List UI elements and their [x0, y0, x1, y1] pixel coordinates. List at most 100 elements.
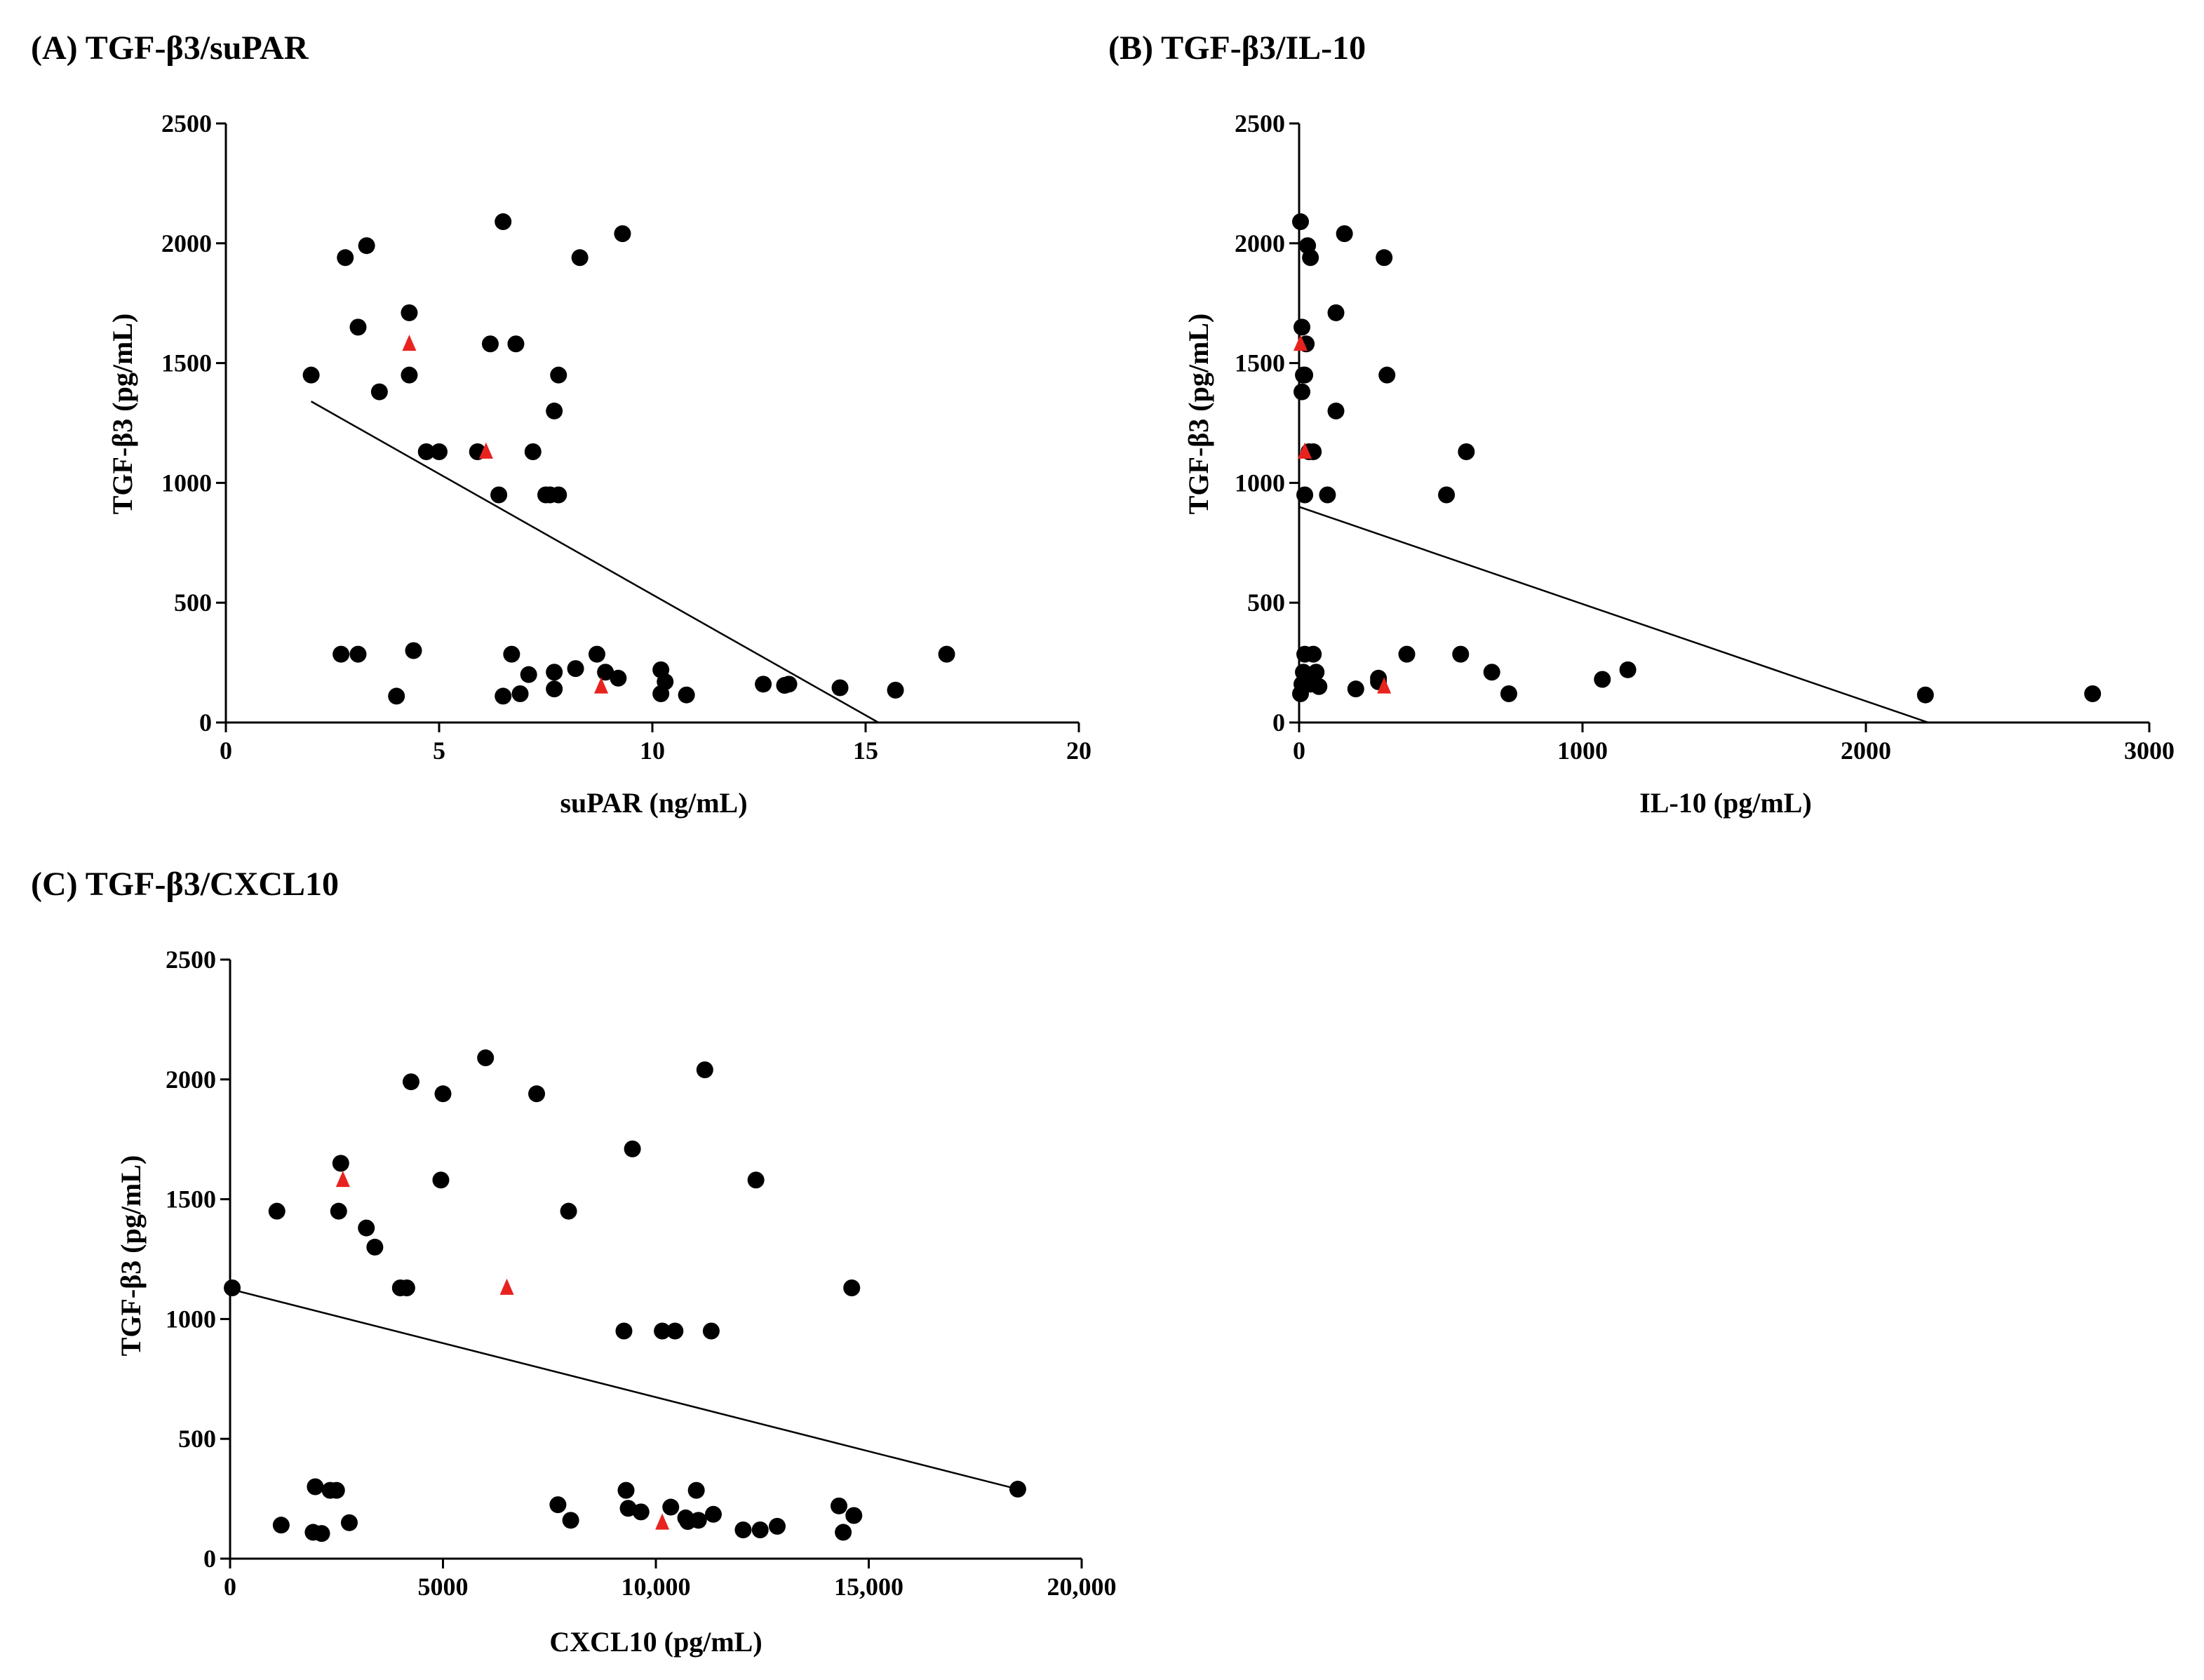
panel-b-data-point [1327, 304, 1345, 321]
panel-c-data-point [690, 1512, 707, 1529]
panel-b-data-point [1500, 685, 1517, 703]
panel-c-data-point [434, 1085, 452, 1103]
panel-b-highlight-point [1298, 442, 1312, 459]
panel-b-x-tick-label: 1000 [1557, 737, 1608, 765]
panel-b-plot-area: 0 500 1000 1500 2000 2500 0 1000 2000 3000 [1235, 109, 2175, 765]
panel-a-x-tick-label: 15 [853, 737, 878, 765]
panel-c-y-tick-label: 500 [178, 1425, 216, 1453]
panel-a-y-axis-label-wrap: TGF-β3 (pg/mL) [107, 314, 138, 515]
panel-b-data-point [1398, 645, 1416, 663]
panel-a-data-point [610, 669, 627, 687]
panel-c-data-point [332, 1155, 349, 1172]
panel-a-data-point [887, 681, 904, 699]
panel-c-data-point [528, 1085, 546, 1103]
panel-a-data-point [546, 664, 563, 681]
panel-a-y-tick-label: 0 [199, 708, 212, 737]
panel-a-data-point [571, 249, 589, 267]
panel-a-data-point [678, 686, 695, 704]
panel-a-highlight-point [594, 677, 609, 694]
panel-c-data-point [734, 1521, 752, 1539]
panel-c-x-tick-label: 10,000 [621, 1573, 691, 1601]
panel-c-data-point [619, 1500, 637, 1517]
panel-a-x-tick-label: 10 [640, 737, 665, 765]
panel-c-data-point [617, 1481, 635, 1499]
panel-a-x-tick-label: 20 [1066, 737, 1091, 765]
panel-b-data-point [1292, 213, 1310, 231]
panel-c-data-point [562, 1512, 579, 1529]
panel-c-y-axis-label: TGF-β3 (pg/mL) [115, 1155, 147, 1357]
panel-a-data-point [337, 249, 354, 267]
panel-c-data-point [843, 1279, 861, 1296]
panel-c-y-tick-label: 0 [203, 1545, 216, 1573]
panel-a-data-point [503, 645, 520, 663]
panel-c-data-point [398, 1279, 415, 1296]
panel-b-x-tick-label: 3000 [2124, 737, 2175, 765]
panel-c-y-axis-label-wrap: TGF-β3 (pg/mL) [115, 1155, 147, 1357]
panel-b-fit-line [1298, 506, 1929, 724]
panel-c-y-tick-label: 1000 [166, 1305, 216, 1333]
panel-b-y-tick-label: 0 [1272, 708, 1285, 737]
panel-c-data-point [615, 1322, 633, 1340]
panel-c-data-point [432, 1171, 450, 1189]
panel-c-data-point [560, 1202, 577, 1220]
panel-b-title: (B) TGF-β3/IL-10 [1108, 29, 1366, 67]
panel-a-data-point [401, 304, 418, 321]
panel-a-y-tick-label: 500 [174, 589, 212, 617]
panel-a-y-tick-label: 2500 [161, 109, 212, 137]
panel-c-fit-line [229, 1288, 1019, 1491]
panel-a-x-axis-label: suPAR (ng/mL) [560, 787, 747, 819]
panel-b-data-point [1319, 486, 1336, 504]
panel-a-data-point [302, 366, 320, 384]
panel-b-data-point [1458, 443, 1475, 460]
panel-c-plot-area: 0 500 1000 1500 2000 2500 0 5000 10,000 15,000 20,… [166, 946, 1117, 1601]
panel-b-data-point [1438, 486, 1456, 504]
panel-c-data-point [313, 1525, 330, 1543]
panel-a-data-point [550, 486, 567, 504]
panel-a-data-point [524, 443, 542, 460]
panel-a-data-point [417, 443, 435, 460]
panel-a-data-point [495, 213, 512, 231]
panel-c-data-point [330, 1202, 347, 1220]
panel-b-data-point [1452, 645, 1470, 663]
panel-a-title: (A) TGF-β3/suPAR [31, 29, 309, 67]
panel-a-data-point [388, 687, 405, 705]
panel-a-data-point [401, 366, 418, 384]
panel-c-data-point [224, 1279, 241, 1296]
panel-b-y-tick-label: 2000 [1235, 229, 1285, 257]
panel-a-data-point [588, 645, 605, 663]
panel-c-data-point [662, 1498, 680, 1516]
panel-a-data-point [657, 673, 674, 690]
panel-b-x-axis-label: IL-10 (pg/mL) [1639, 787, 1812, 819]
panel-b-x-tick-label: 2000 [1841, 737, 1891, 765]
panel-c-data-point [624, 1140, 641, 1157]
panel-c-highlight-point [335, 1171, 350, 1188]
panel-b-y-axis-label-wrap: TGF-β3 (pg/mL) [1183, 314, 1214, 515]
panel-c-y-tick-label: 2000 [166, 1066, 216, 1094]
panel-b-data-point [1378, 366, 1396, 384]
panel-c-data-point [845, 1507, 863, 1524]
panel-b-data-point [1347, 680, 1364, 698]
panel-c-data-point [747, 1171, 765, 1189]
panel-b-data-point [1296, 366, 1314, 384]
panel-b-data-point [1483, 664, 1500, 681]
panel-c-data-point [835, 1524, 852, 1541]
panel-b-data-point [1376, 249, 1393, 267]
panel-a-data-point [495, 687, 512, 705]
panel-a-y-tick-label: 1500 [161, 349, 212, 377]
panel-a-data-point [520, 666, 537, 683]
panel-c-data-point [702, 1322, 720, 1340]
panel-c-data-point [768, 1517, 786, 1535]
panel-b-data-point [1916, 686, 1934, 704]
panel-b-y-axis-label: TGF-β3 (pg/mL) [1183, 314, 1214, 515]
panel-b-data-point [1293, 383, 1311, 401]
panel-a-data-point [507, 335, 525, 353]
panel-c-highlight-point [499, 1278, 514, 1295]
panel-b-x-tick-label: 0 [1293, 737, 1305, 765]
panel-b-y-tick-label: 500 [1247, 589, 1285, 617]
panel-a-data-point [349, 318, 367, 336]
panel-a-y-axis-label: TGF-β3 (pg/mL) [107, 314, 138, 515]
panel-c-x-axis-label: CXCL10 (pg/mL) [549, 1626, 762, 1658]
panel-c-data-point [696, 1061, 713, 1079]
panel-b-data-point [1296, 486, 1314, 504]
